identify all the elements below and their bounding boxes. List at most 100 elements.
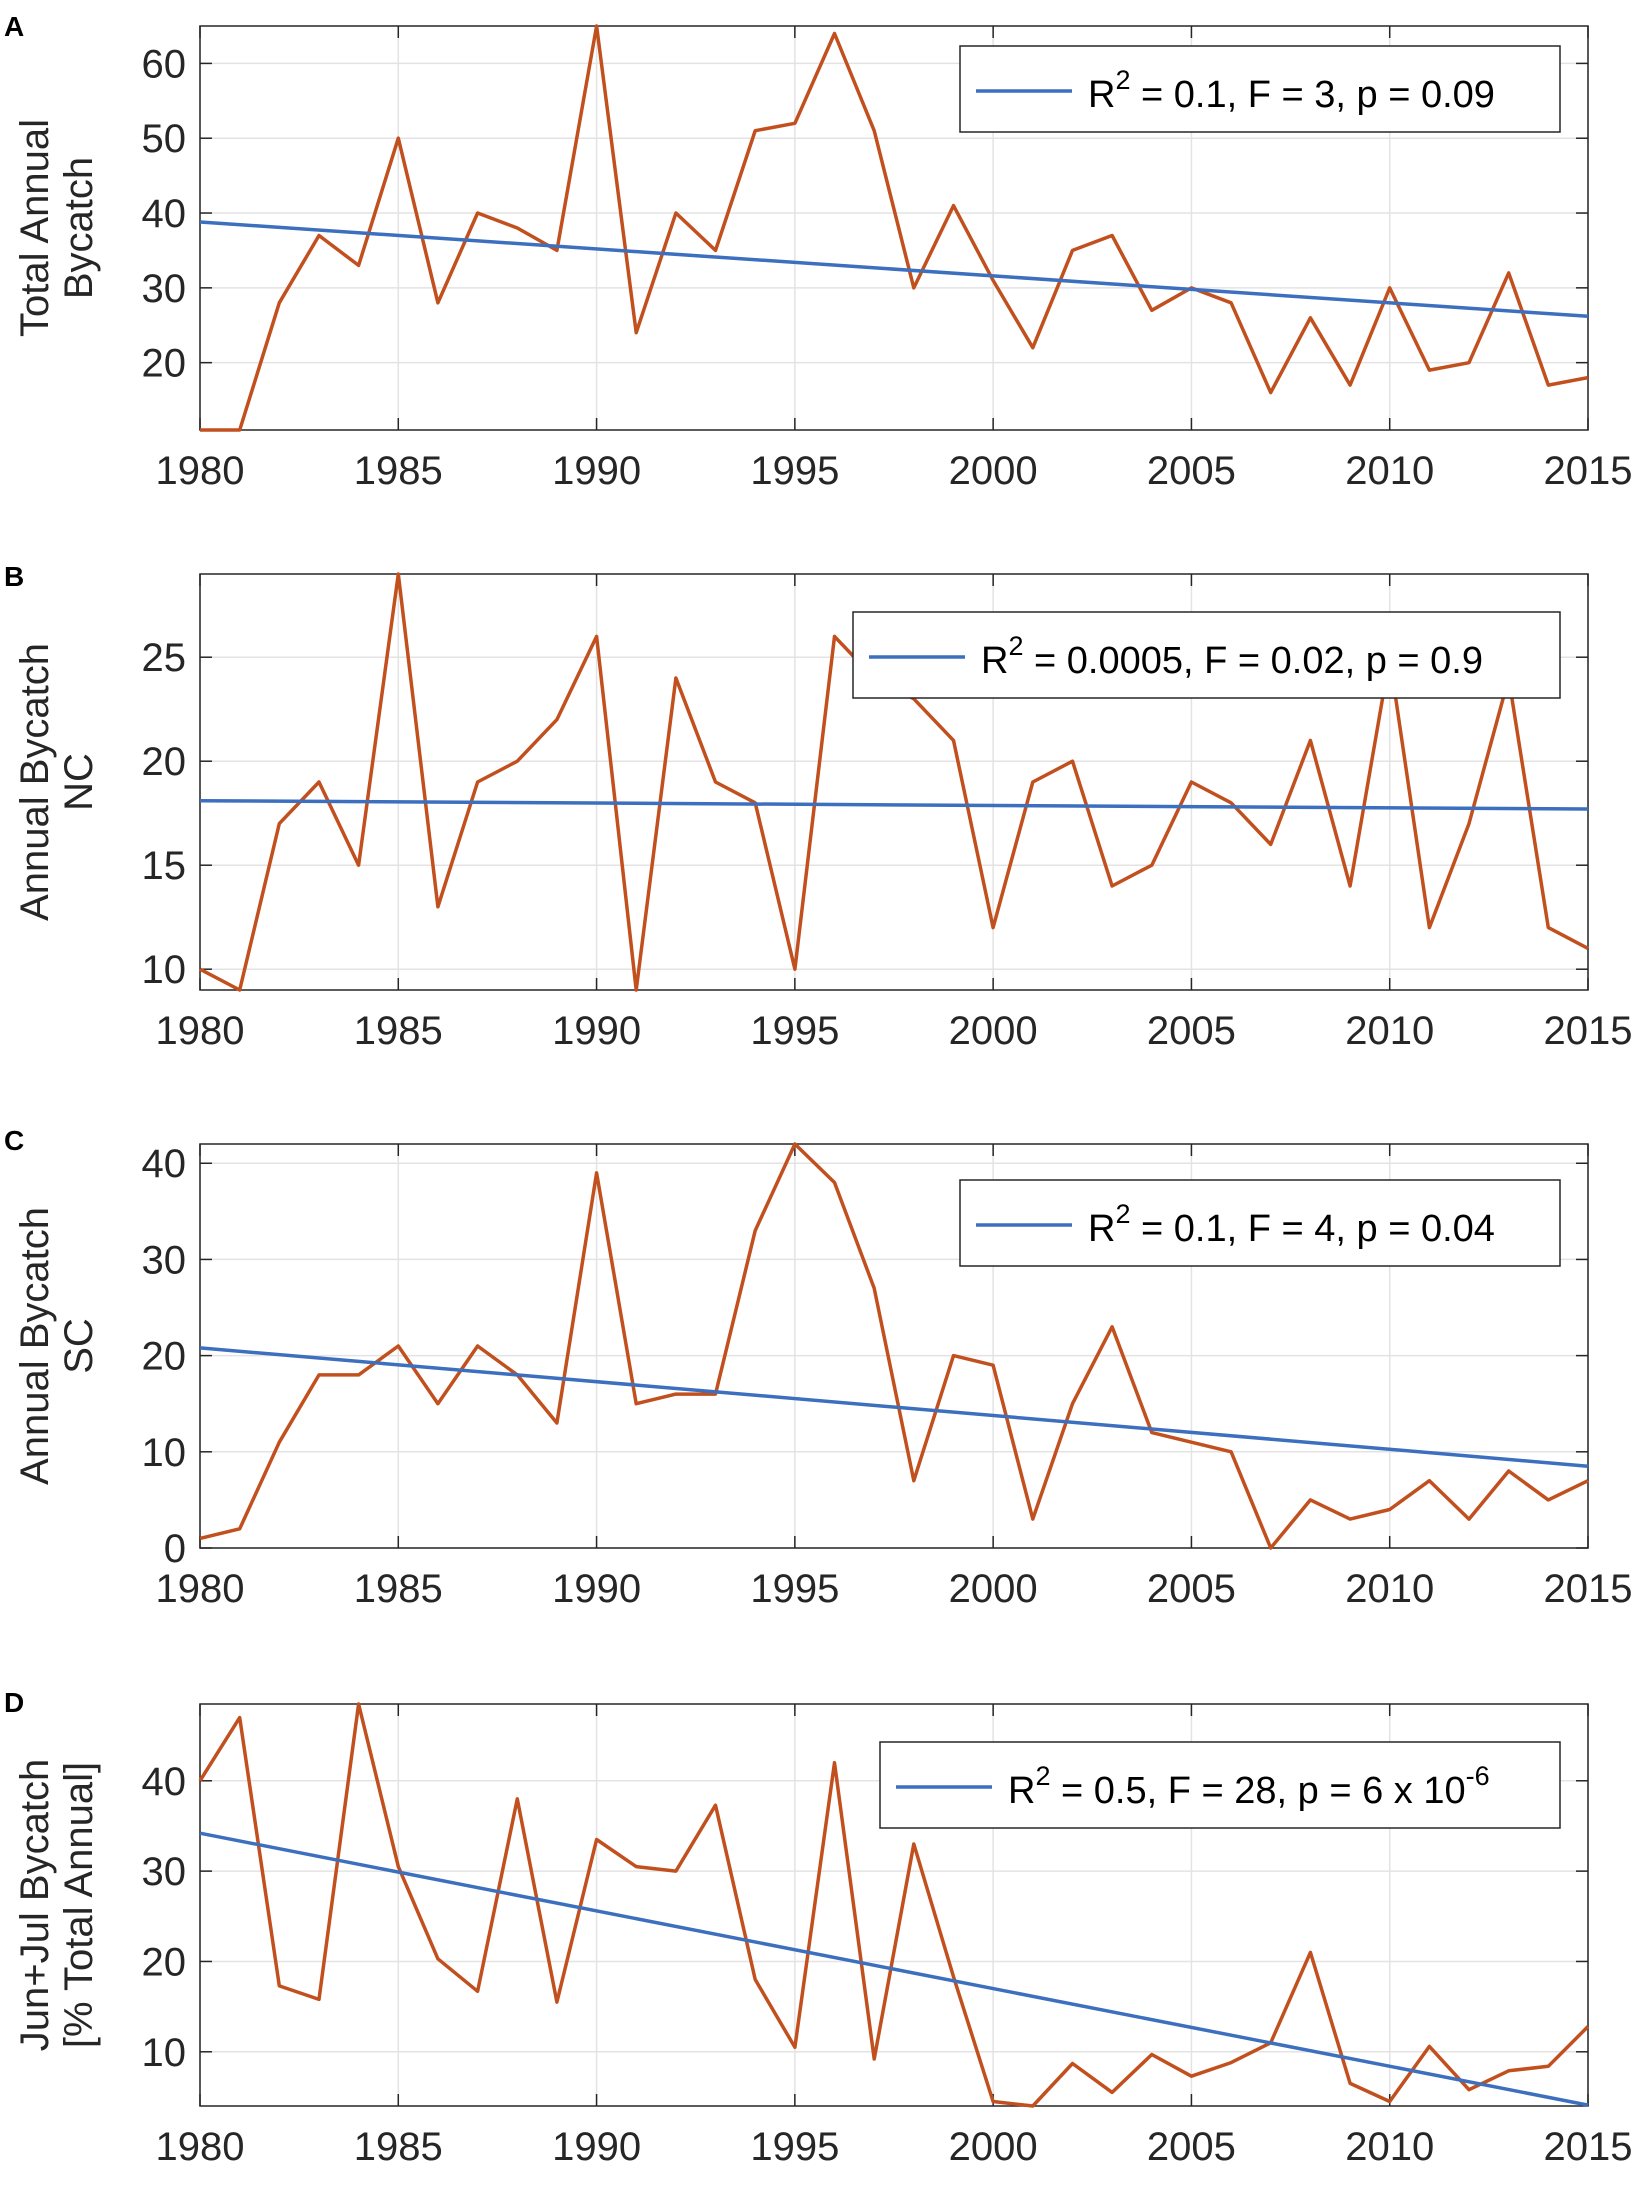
legend-text-stats: = 0.5, F = 28, p = 6 x 10: [1050, 1770, 1465, 1812]
y-tick-label: 25: [142, 636, 187, 680]
x-tick-label: 2010: [1345, 1009, 1434, 1053]
bycatch-series-line: [200, 24, 1589, 432]
x-tick-label: 1980: [156, 2125, 245, 2169]
legend-box: [852, 611, 1561, 699]
y-tick-label: 50: [142, 117, 187, 161]
y-axis-label-line: SC: [57, 1318, 101, 1374]
x-tick-label: 2010: [1345, 1567, 1434, 1611]
y-axis-label-line: Bycatch: [57, 157, 101, 299]
y-tick-label: 20: [142, 740, 187, 784]
bycatch-series-line: [198, 1702, 1590, 2108]
y-axis-label: Annual BycatchNC: [13, 643, 101, 921]
panel-a: 1980 1985 1990 1995 2000 2005 2010 2015 20 30 40 50…: [4, 11, 1632, 493]
legend-text: R2 = 0.5, F = 28, p = 6 x 10-6: [1008, 1761, 1490, 1812]
panel-letter: C: [4, 1125, 24, 1156]
x-tick-label: 1995: [750, 1567, 839, 1611]
legend-text-r: R: [1088, 74, 1115, 116]
x-tick-label: 2010: [1345, 449, 1434, 493]
y-axis-label: Total AnnualBycatch: [13, 119, 101, 337]
y-tick-label: 10: [142, 2031, 187, 2075]
x-tick-label: 2000: [949, 449, 1038, 493]
panel-b: 1980 1985 1990 1995 2000 2005 2010 2015 10 15 20 25…: [4, 561, 1632, 1053]
y-tick-label: 20: [142, 1335, 187, 1379]
x-tick-label: 2005: [1147, 1567, 1236, 1611]
legend-text-r: R: [981, 640, 1008, 682]
x-tick-label: 1980: [156, 449, 245, 493]
y-tick-label: 10: [142, 948, 187, 992]
y-axis-label: Jun+Jul Bycatch[% Total Annual]: [13, 1759, 101, 2051]
legend-text-sup: 2: [1115, 1199, 1130, 1229]
x-tick-label: 2005: [1147, 2125, 1236, 2169]
x-tick-label: 2005: [1147, 1009, 1236, 1053]
panel-d: 1980 1985 1990 1995 2000 2005 2010 2015 10 20 30 40…: [4, 1687, 1632, 2169]
y-tick-label: 30: [142, 1238, 187, 1282]
x-tick-label: 2015: [1544, 449, 1633, 493]
y-tick-label: 20: [142, 1940, 187, 1984]
x-tick-label: 2000: [949, 2125, 1038, 2169]
legend-text-r: R: [1088, 1208, 1115, 1250]
x-tick-label: 1985: [354, 2125, 443, 2169]
y-tick-label: 30: [142, 1850, 187, 1894]
legend-text: R2 = 0.1, F = 3, p = 0.09: [1088, 65, 1495, 116]
legend-text-sup: 2: [1115, 65, 1130, 95]
legend-text-r: R: [1008, 1770, 1035, 1812]
legend-text-stats: = 0.0005, F = 0.02, p = 0.9: [1023, 640, 1483, 682]
axes-box: [199, 25, 1589, 431]
x-tick-label: 2015: [1544, 1567, 1633, 1611]
y-tick-label: 40: [142, 192, 187, 236]
x-tick-label: 2010: [1345, 2125, 1434, 2169]
y-tick-label: 60: [142, 42, 187, 86]
y-tick-label: 20: [142, 342, 187, 386]
legend-text-sup: 2: [1008, 631, 1023, 661]
x-tick-label: 2015: [1544, 1009, 1633, 1053]
legend-box: [959, 1179, 1561, 1267]
axes-box: [199, 1703, 1589, 2107]
legend-text: R2 = 0.0005, F = 0.02, p = 0.9: [981, 631, 1483, 682]
x-tick-label: 1995: [750, 449, 839, 493]
panel-c: 1980 1985 1990 1995 2000 2005 2010 2015 0 10 20 30 4…: [4, 1125, 1632, 1611]
legend-text-stats: = 0.1, F = 4, p = 0.04: [1130, 1208, 1494, 1250]
y-axis-label-line: [% Total Annual]: [57, 1762, 101, 2048]
y-tick-label: 10: [142, 1431, 187, 1475]
legend-box: [959, 45, 1561, 133]
panel-letter: D: [4, 1687, 24, 1718]
x-tick-label: 1995: [750, 1009, 839, 1053]
legend: R2 = 0.0005, F = 0.02, p = 0.9: [852, 611, 1561, 699]
y-tick-label: 30: [142, 267, 187, 311]
legend-text-stats: = 0.1, F = 3, p = 0.09: [1130, 74, 1494, 116]
legend-box: [879, 1741, 1561, 1829]
panel-letter: A: [4, 11, 24, 42]
linear-fit-line: [199, 798, 1589, 811]
y-tick-label: 15: [142, 844, 187, 888]
x-tick-label: 1990: [552, 1009, 641, 1053]
x-tick-label: 1980: [156, 1009, 245, 1053]
x-tick-label: 1985: [354, 1009, 443, 1053]
bycatch-series-line: [199, 1142, 1589, 1550]
legend-text-exponent: -6: [1466, 1761, 1490, 1791]
y-axis-label-line: Annual Bycatch: [13, 643, 57, 921]
x-tick-label: 1985: [354, 449, 443, 493]
y-axis-label-line: Jun+Jul Bycatch: [13, 1759, 57, 2051]
linear-fit-line: [199, 1831, 1589, 2107]
legend: R2 = 0.1, F = 4, p = 0.04: [959, 1179, 1561, 1267]
x-tick-label: 1990: [552, 1567, 641, 1611]
legend: R2 = 0.1, F = 3, p = 0.09: [959, 45, 1561, 133]
x-tick-label: 2015: [1544, 2125, 1633, 2169]
legend-text: R2 = 0.1, F = 4, p = 0.04: [1088, 1199, 1495, 1250]
x-tick-label: 2000: [949, 1009, 1038, 1053]
linear-fit-line: [199, 1346, 1589, 1468]
legend: R2 = 0.5, F = 28, p = 6 x 10-6: [879, 1741, 1561, 1829]
y-tick-label: 40: [142, 1142, 187, 1186]
panel-letter: B: [4, 561, 24, 592]
y-axis-label: Annual BycatchSC: [13, 1207, 101, 1485]
y-tick-label: 40: [142, 1760, 187, 1804]
x-tick-label: 1980: [156, 1567, 245, 1611]
x-tick-label: 1985: [354, 1567, 443, 1611]
x-tick-label: 1990: [552, 2125, 641, 2169]
x-tick-label: 2000: [949, 1567, 1038, 1611]
y-tick-label: 0: [164, 1527, 186, 1571]
axes-box: [199, 1143, 1589, 1549]
axes-box: [199, 573, 1589, 991]
x-tick-label: 2005: [1147, 449, 1236, 493]
